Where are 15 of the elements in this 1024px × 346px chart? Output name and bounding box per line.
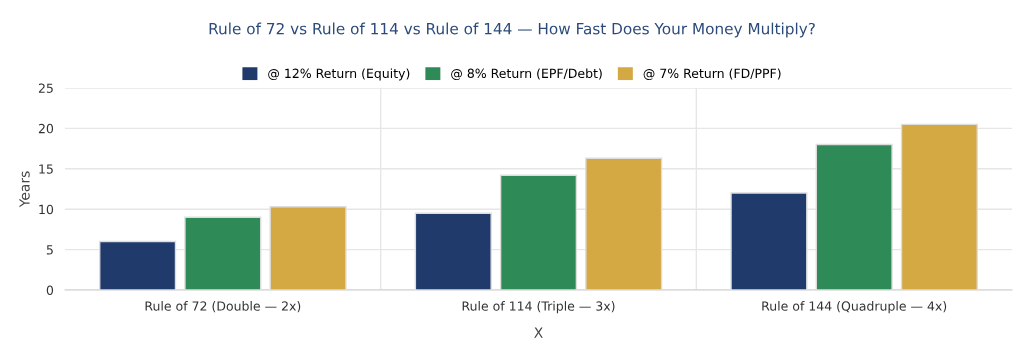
y-tick-label: 15 — [39, 164, 53, 174]
legend-label: @ 7% Return (FD/PPF) — [643, 68, 781, 81]
legend-label: @ 12% Return (Equity) — [268, 68, 410, 81]
x-tick-label: Rule of 72 (Double — 2x) — [145, 301, 301, 313]
x-tick-label: Rule of 114 (Triple — 3x) — [462, 301, 615, 314]
chart-title: Rule of 72 vs Rule of 114 vs Rule of 144 — How Fast Does Your Money Multiply? — [209, 22, 815, 38]
legend-label: @ 8% Return (EPF/Debt) — [451, 68, 602, 81]
y-tick-label: 20 — [38, 123, 54, 134]
y-tick-label: 25 — [38, 83, 53, 93]
y-tick-label: 0 — [46, 285, 54, 295]
y-axis-title: Years — [19, 171, 30, 208]
x-axis-title: X — [534, 327, 543, 338]
x-tick-label: Rule of 144 (Quadruple — 4x) — [762, 301, 947, 314]
y-tick-label: 10 — [39, 204, 54, 215]
y-tick-label: 5 — [46, 245, 53, 255]
